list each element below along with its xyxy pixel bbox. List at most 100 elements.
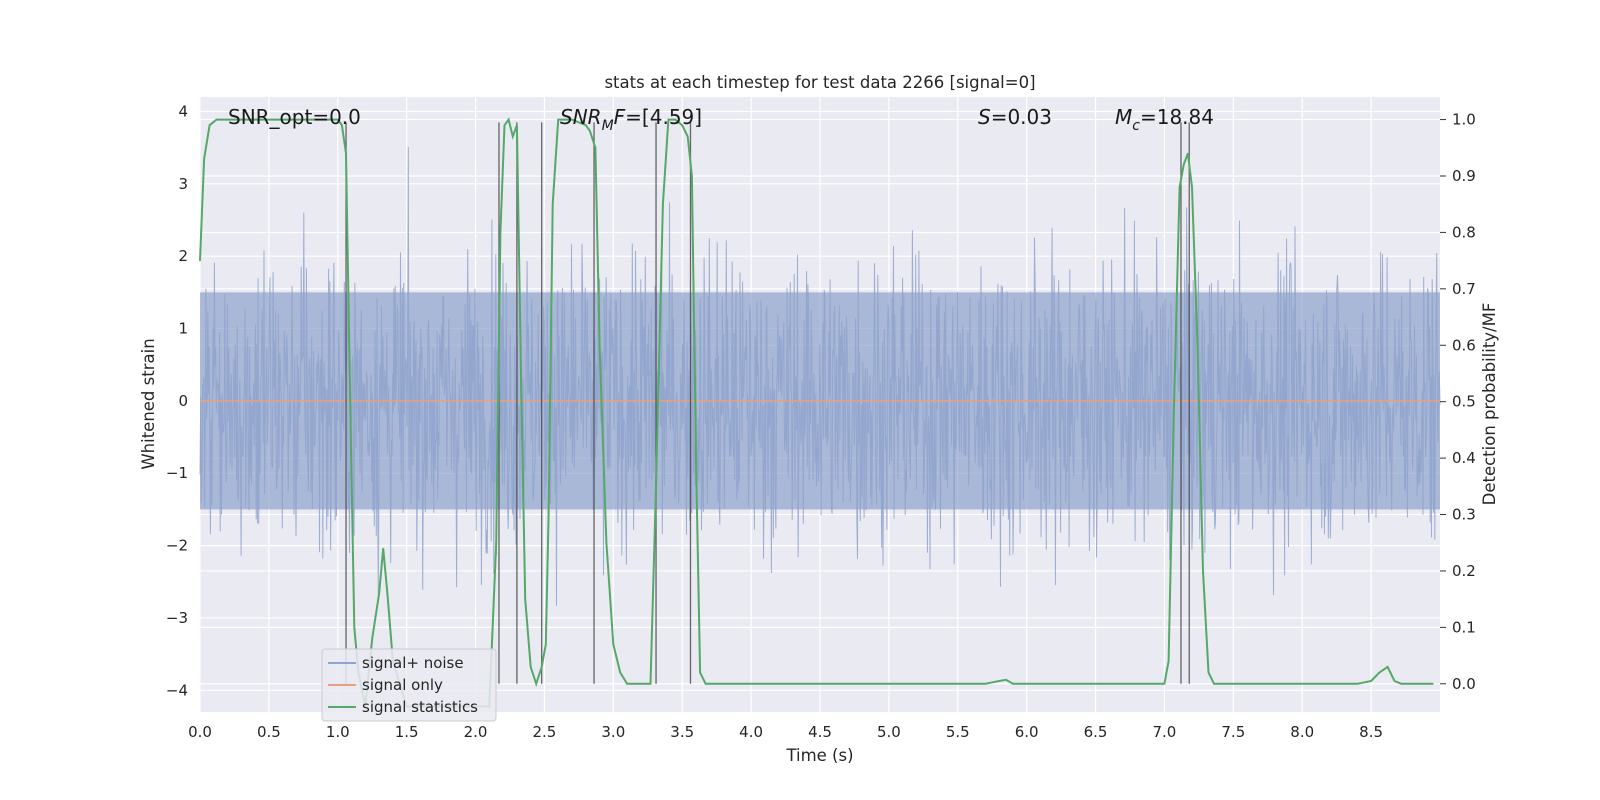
statistics-point: [655, 485, 657, 487]
x-tick-label: 0.0: [188, 723, 212, 741]
y-tick-label: 3: [178, 175, 188, 193]
x-ticks: 0.0 0.5 1.0 1.5 2.0 2.5 3.0 3.5 4.0 4.5 5.0 5.5 6.0 6…: [188, 723, 1383, 741]
annotation-mc: Mc=18.84: [1115, 105, 1214, 134]
x-tick-label: 7.5: [1221, 723, 1245, 741]
statistics-point: [520, 372, 522, 375]
legend-label-statistics: signal statistics: [362, 698, 478, 716]
statistics-point: [508, 119, 510, 121]
statistics-point: [215, 119, 218, 121]
y-tick-label-right: 1.0: [1452, 111, 1476, 129]
y-tick-label-right: 0.6: [1452, 336, 1476, 354]
legend-frame: [321, 648, 497, 722]
x-tick-label: 5.5: [946, 723, 970, 741]
statistics-point: [1246, 683, 1248, 685]
statistics-point: [541, 666, 543, 668]
statistics-point: [1393, 680, 1396, 682]
statistics-point: [705, 683, 707, 685]
statistics-point: [530, 666, 532, 668]
statistics-point: [516, 124, 518, 126]
statistics-point: [695, 457, 697, 459]
statistics-point: [998, 680, 1000, 682]
statistics-point: [1183, 164, 1185, 166]
x-tick-label: 7.0: [1153, 723, 1177, 741]
statistics-point: [499, 231, 501, 233]
statistics-point: [1191, 186, 1193, 188]
statistics-point: [209, 124, 211, 126]
y-tick-label: 4: [178, 102, 188, 120]
statistics-point: [548, 513, 550, 516]
y-tick-label-right: 0.1: [1452, 618, 1476, 636]
x-tick-label: 3.0: [601, 723, 625, 741]
x-tick-label: 8.0: [1290, 723, 1314, 741]
annotation-snr-mf-rest-italic: F: [614, 105, 626, 129]
y-axis-label-right: Detection probability/MF: [1480, 303, 1499, 506]
x-tick-label: 6.0: [1015, 723, 1039, 741]
statistics-point: [557, 119, 559, 121]
annotation-s: S=0.03: [978, 105, 1052, 129]
statistics-point: [1026, 683, 1028, 685]
x-tick-label: 5.0: [877, 723, 901, 741]
statistics-point: [552, 203, 554, 205]
statistics-point: [1163, 683, 1165, 685]
x-tick-label: 4.5: [808, 723, 832, 741]
statistics-point: [619, 671, 621, 674]
x-tick-label: 1.0: [326, 723, 350, 741]
statistics-point: [1179, 186, 1181, 188]
statistics-point: [1400, 683, 1402, 685]
y-tick-label-right: 0.8: [1452, 223, 1476, 241]
y-tick-label: 1: [178, 320, 188, 338]
statistics-point: [594, 147, 597, 149]
x-tick-label: 6.5: [1084, 723, 1108, 741]
annotation-s-rest: =0.03: [991, 105, 1052, 129]
statistics-point: [345, 152, 347, 154]
statistics-point: [1301, 683, 1303, 685]
y-axis-label: Whitened strain: [139, 338, 158, 469]
statistics-point: [723, 683, 725, 685]
statistics-point: [649, 683, 652, 685]
statistics-point: [495, 542, 497, 544]
y-tick-label-right: 0.9: [1452, 167, 1476, 185]
statistics-point: [545, 643, 547, 645]
statistics-point: [1187, 152, 1189, 154]
annotation-snr-mf-rest: =[4.59]: [625, 105, 702, 129]
y-tick-label-right: 0.5: [1452, 393, 1476, 411]
x-tick-label: 4.0: [739, 723, 763, 741]
annotation-snr-mf: SNRMF=[4.59]: [560, 105, 702, 134]
y-tick-label-right: 0.7: [1452, 280, 1476, 298]
statistics-point: [1168, 660, 1170, 662]
statistics-point: [203, 158, 205, 160]
y-tick-label-right: 0.3: [1452, 506, 1476, 524]
legend-label-noise: signal+ noise: [362, 654, 464, 672]
statistics-point: [1196, 344, 1199, 346]
statistics-point: [535, 683, 537, 685]
statistics-point: [662, 203, 664, 205]
statistics-point: [524, 598, 526, 600]
chart-title: stats at each timestep for test data 226…: [604, 73, 1035, 92]
statistics-point: [819, 683, 821, 685]
statistics-point: [599, 344, 601, 346]
statistics-point: [1387, 666, 1389, 668]
statistics-point: [353, 626, 355, 629]
annotation-mc-rest: =18.84: [1140, 105, 1214, 129]
statistics-point: [503, 124, 506, 126]
statistics-point: [667, 119, 670, 121]
annotation-s-var: S: [978, 105, 991, 129]
statistics-point: [605, 542, 608, 544]
y-tick-label-right: 0.0: [1452, 675, 1476, 693]
statistics-point: [1173, 401, 1175, 403]
statistics-point: [612, 643, 614, 645]
statistics-point: [1378, 671, 1380, 674]
statistics-point: [254, 119, 256, 121]
y-tick-label: 0: [178, 392, 188, 410]
legend-label-signal-only: signal only: [362, 676, 443, 694]
annotation-mc-var: M: [1115, 105, 1132, 129]
statistics-point: [640, 683, 642, 685]
statistics-point: [309, 119, 311, 121]
annotation-snr-opt: SNR_opt=0.0: [228, 105, 361, 129]
statistics-point: [888, 683, 890, 685]
statistics-point: [199, 260, 201, 262]
y-tick-label: −2: [166, 537, 188, 555]
statistics-point: [674, 119, 676, 121]
statistics-point: [687, 135, 689, 138]
